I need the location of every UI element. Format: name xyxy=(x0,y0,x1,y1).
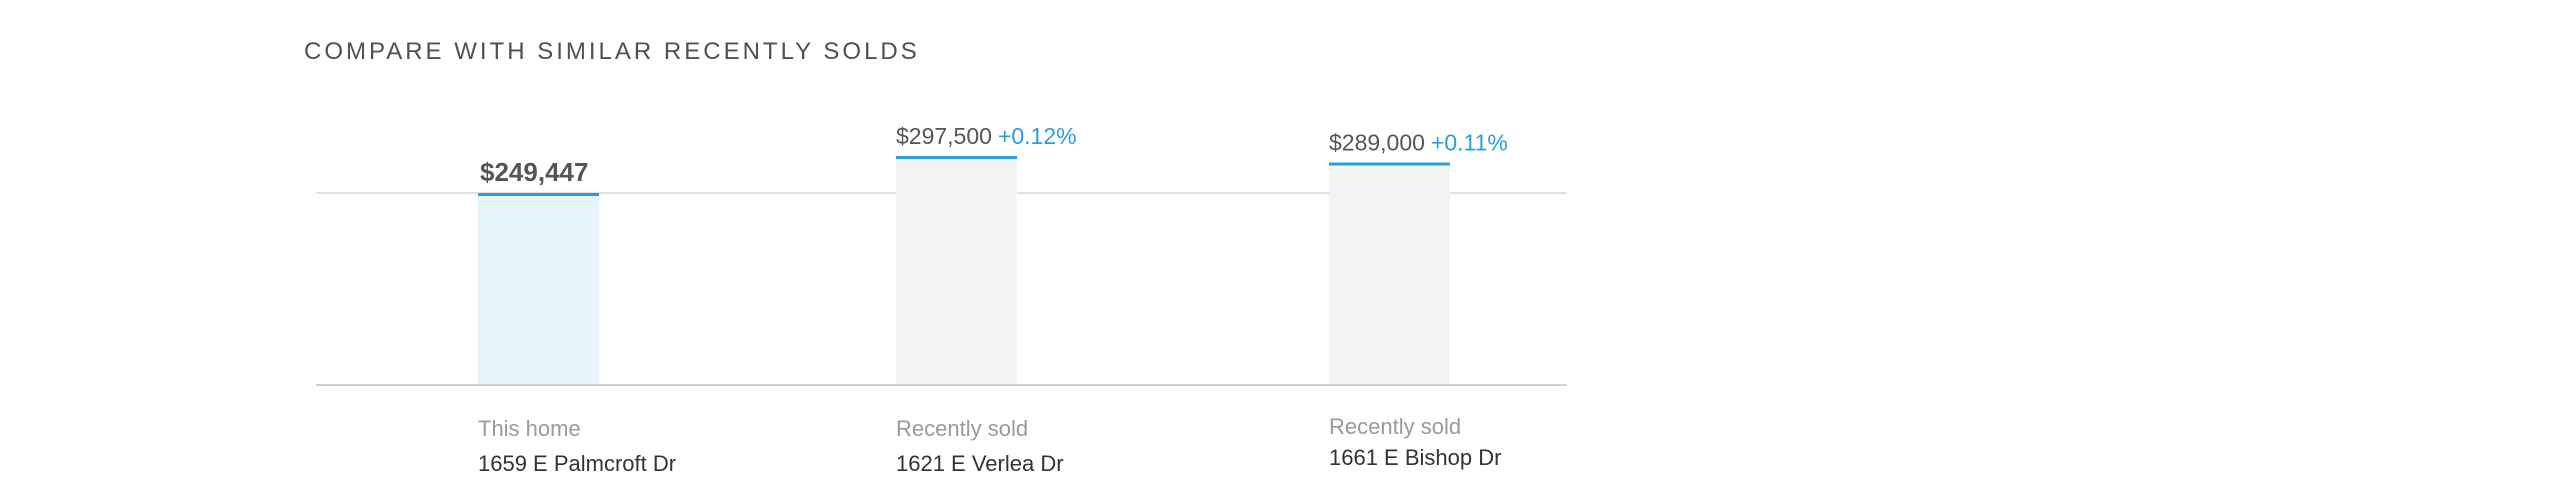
address-label: 1661 E Bishop Dr xyxy=(1329,445,1501,470)
comp-bar xyxy=(896,156,1017,385)
price-value: $297,500 xyxy=(896,123,992,149)
category-label: Recently sold xyxy=(896,416,1028,441)
percent-change-label: +0.12% xyxy=(998,123,1077,149)
address-label: 1659 E Palmcroft Dr xyxy=(478,451,676,476)
category-label: This home xyxy=(478,416,581,441)
subject-home-bar xyxy=(478,193,599,385)
section-title: COMPARE WITH SIMILAR RECENTLY SOLDS xyxy=(304,38,920,65)
category-label: Recently sold xyxy=(1329,414,1461,439)
price-label: $297,500 +0.12% xyxy=(896,123,1077,149)
comp-bar xyxy=(1329,162,1450,385)
address-label: 1621 E Verlea Dr xyxy=(896,451,1064,476)
percent-change-label: +0.11% xyxy=(1431,130,1508,156)
price-value: $289,000 xyxy=(1329,130,1425,156)
price-value: $249,447 xyxy=(480,157,588,187)
price-label: $289,000 +0.11% xyxy=(1329,130,1508,156)
price-label: $249,447 xyxy=(480,157,588,187)
